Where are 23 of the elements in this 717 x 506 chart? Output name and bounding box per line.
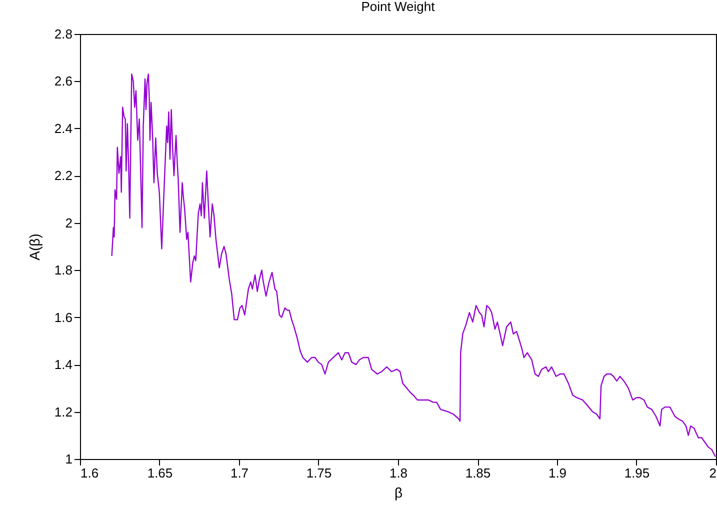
x-tick-label: 1.7 [230,466,249,480]
x-tick-label: 1.85 [465,466,491,480]
x-axis-title: β [394,484,403,500]
y-tick-label: 1.8 [54,262,72,278]
line-series [111,74,716,458]
chart-title: Point Weight [361,0,436,14]
x-tick-label: 1.9 [548,466,567,480]
y-tick-label: 2.8 [54,26,72,42]
y-tick-label: 1.4 [54,357,72,372]
y-tick-label: 1.2 [54,404,72,420]
y-tick-label: 2 [65,215,72,230]
x-tick-label: 1.8 [389,466,408,480]
x-tick-label: 1.65 [147,466,173,480]
x-tick-label: 1.75 [306,466,332,480]
x-tick-label: 1.6 [80,466,99,480]
y-tick-label: 1.6 [54,310,72,325]
x-tick-label: 1.95 [624,466,650,480]
x-tick-label: 2 [709,466,716,480]
y-tick-label: 2.2 [54,168,72,184]
y-axis-title: A(β) [26,234,42,260]
y-tick-label: 2.4 [54,120,72,136]
y-tick-label: 2.6 [54,74,72,89]
y-tick-label: 1 [65,452,72,466]
